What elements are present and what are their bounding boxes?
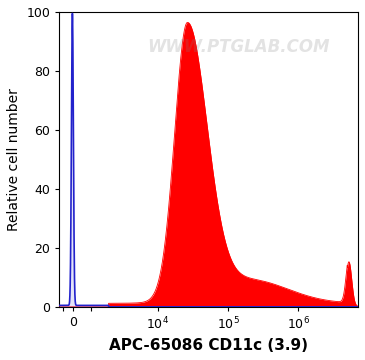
Y-axis label: Relative cell number: Relative cell number (7, 88, 21, 231)
X-axis label: APC-65086 CD11c (3.9): APC-65086 CD11c (3.9) (109, 338, 308, 353)
Text: WWW.PTGLAB.COM: WWW.PTGLAB.COM (147, 38, 330, 56)
